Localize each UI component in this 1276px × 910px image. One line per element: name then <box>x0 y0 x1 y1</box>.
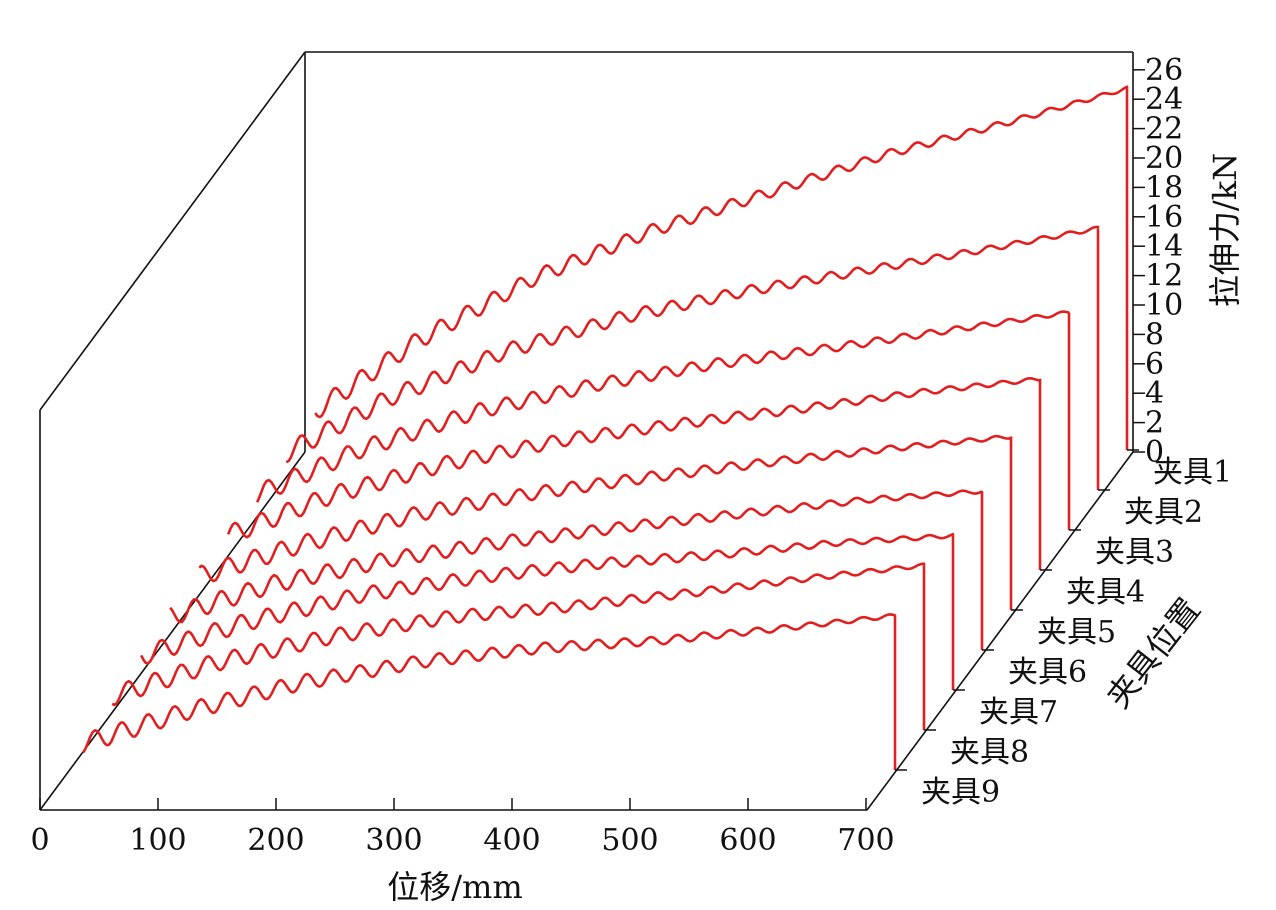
series-drop-lines <box>893 88 1129 770</box>
series-label-6: 夹具6 <box>1008 655 1087 690</box>
series-line-2 <box>285 225 1100 464</box>
x-tick-label: 600 <box>719 823 776 858</box>
z-axis-title: 拉伸力/kN <box>1206 153 1244 307</box>
series-label-9: 夹具9 <box>921 775 1000 810</box>
z-tick-label: 12 <box>1145 259 1183 294</box>
series-line-7 <box>140 532 955 665</box>
series-line-9 <box>82 613 897 754</box>
depth-axis-labels: 夹具1 夹具2 夹具3 夹具4 夹具5 夹具6 夹具7 夹具8 夹具9 <box>895 449 1232 810</box>
series-label-4: 夹具4 <box>1066 575 1145 610</box>
series-line-4 <box>226 376 1042 539</box>
series-line-8 <box>111 562 926 707</box>
z-tick-label: 22 <box>1145 112 1183 147</box>
z-tick-label: 18 <box>1145 170 1183 205</box>
x-axis-ticks: 0 100 200 300 400 500 600 700 <box>30 798 895 858</box>
chart-frame <box>39 51 1134 811</box>
series-label-7: 夹具7 <box>979 695 1058 730</box>
z-tick-label: 24 <box>1145 82 1183 117</box>
z-tick-label: 4 <box>1145 376 1164 411</box>
x-tick-label: 200 <box>247 823 304 858</box>
z-tick-label: 8 <box>1145 317 1164 352</box>
series-label-8: 夹具8 <box>950 735 1029 770</box>
z-tick-label: 2 <box>1145 406 1164 441</box>
x-tick-label: 400 <box>483 823 540 858</box>
series-curves <box>82 85 1129 754</box>
z-tick-label: 14 <box>1145 229 1183 264</box>
x-tick-label: 500 <box>601 823 658 858</box>
x-axis-title: 位移/mm <box>387 868 522 906</box>
z-tick-label: 16 <box>1145 200 1183 235</box>
series-label-1: 夹具1 <box>1153 455 1232 490</box>
x-tick-label: 300 <box>365 823 422 858</box>
x-tick-label: 0 <box>30 823 49 858</box>
series-line-3 <box>256 310 1071 503</box>
x-tick-label: 700 <box>837 823 894 858</box>
series-line-5 <box>198 434 1013 583</box>
series-label-2: 夹具2 <box>1124 495 1203 530</box>
z-tick-label: 0 <box>1145 435 1164 470</box>
z-tick-label: 6 <box>1145 347 1164 382</box>
series-label-3: 夹具3 <box>1095 535 1174 570</box>
z-tick-label: 20 <box>1145 141 1183 176</box>
z-tick-label: 26 <box>1145 53 1183 88</box>
series-label-5: 夹具5 <box>1037 615 1116 650</box>
x-tick-label: 100 <box>129 823 186 858</box>
series-line-1 <box>314 85 1129 419</box>
series-line-6 <box>169 489 984 624</box>
z-tick-label: 10 <box>1145 288 1183 323</box>
